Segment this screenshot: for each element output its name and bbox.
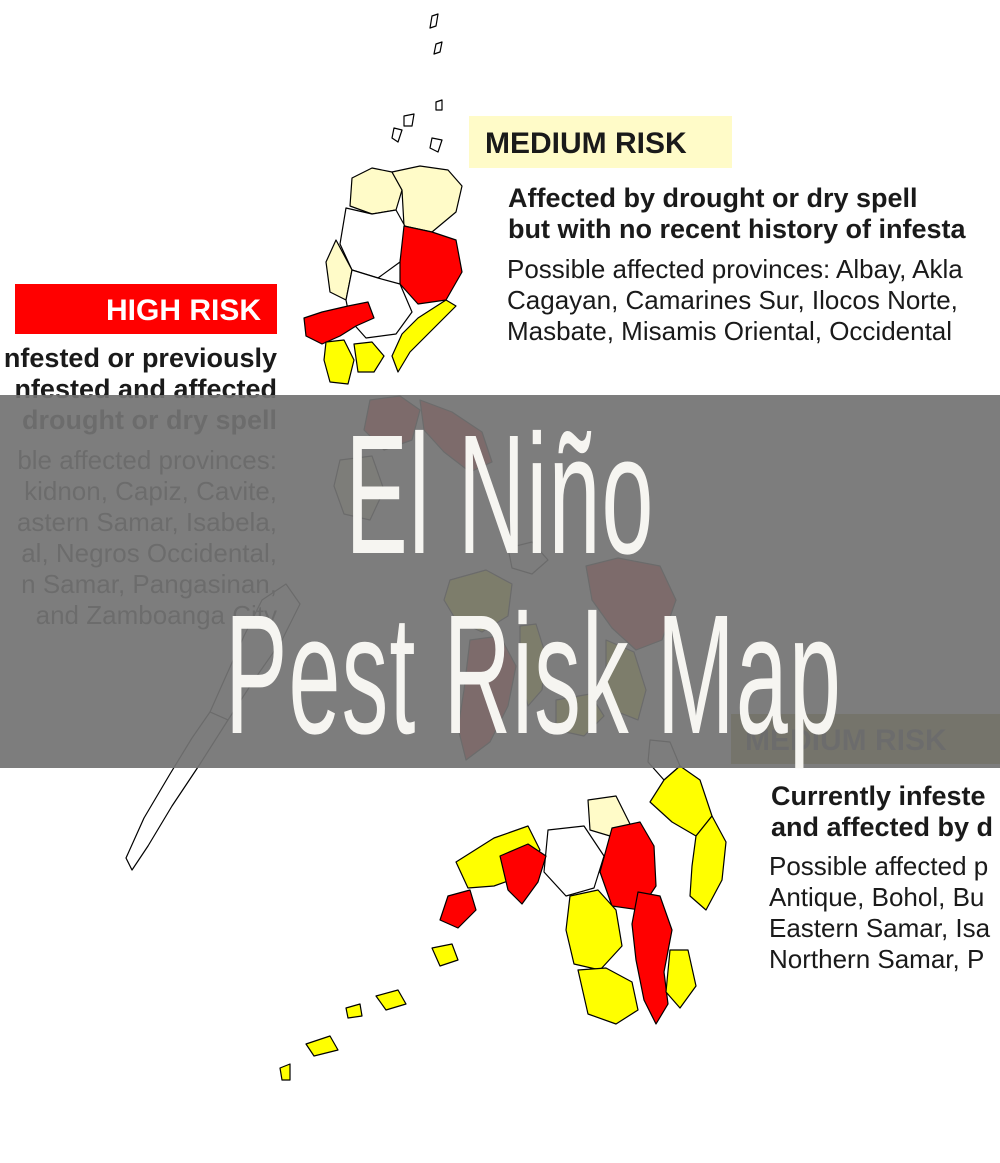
province-basilan	[431, 943, 459, 967]
medium-bottom-list-4: Northern Samar, P	[769, 944, 985, 974]
medium-bottom-heading-2: and affected by d	[771, 812, 994, 842]
province-cagayan	[391, 165, 463, 233]
province-isabela	[399, 225, 463, 305]
province-agusan	[649, 765, 713, 837]
province-zambales	[323, 339, 355, 385]
medium-bottom-list-2: Antique, Bohol, Bu	[769, 882, 985, 912]
province-south-cotabato	[577, 967, 639, 1025]
high-risk-badge: HIGH RISK	[15, 284, 277, 334]
medium-bottom-list-1: Possible affected p	[769, 851, 989, 881]
high-heading-1: nfested or previously	[3, 343, 277, 373]
province-cotabato	[565, 889, 623, 971]
province-ilocos-norte	[349, 167, 403, 215]
province-batanes-islands	[391, 13, 443, 153]
province-sulu-islands	[279, 989, 407, 1081]
province-aurora	[391, 299, 457, 373]
province-surigao-sur	[689, 815, 727, 911]
medium-top-heading-2: but with no recent history of infesta	[508, 214, 966, 244]
province-misamis-occidental	[499, 843, 547, 905]
title-line-2: Pest Risk Map	[225, 580, 843, 770]
medium-risk-badge-top: MEDIUM RISK	[469, 116, 732, 168]
medium-top-list-3: Masbate, Misamis Oriental, Occidental	[507, 316, 953, 346]
medium-top-heading-1: Affected by drought or dry spell	[508, 183, 918, 213]
province-davao	[631, 891, 673, 1025]
province-ilocos-sur	[325, 239, 353, 301]
medium-top-list-2: Cagayan, Camarines Sur, Ilocos Norte,	[507, 285, 958, 315]
title-band	[0, 395, 1000, 768]
province-lanao	[543, 825, 605, 897]
medium-bottom-heading-1: Currently infeste	[771, 781, 986, 811]
title-line-1: El Niño	[345, 400, 655, 590]
province-zamboanga-city	[439, 889, 477, 929]
province-pangasinan	[303, 301, 375, 345]
province-davao-oriental	[665, 949, 697, 1009]
medium-top-list-1: Possible affected provinces: Albay, Akla	[507, 254, 963, 284]
province-bulacan	[353, 341, 385, 373]
medium-bottom-list-3: Eastern Samar, Isa	[769, 913, 991, 943]
